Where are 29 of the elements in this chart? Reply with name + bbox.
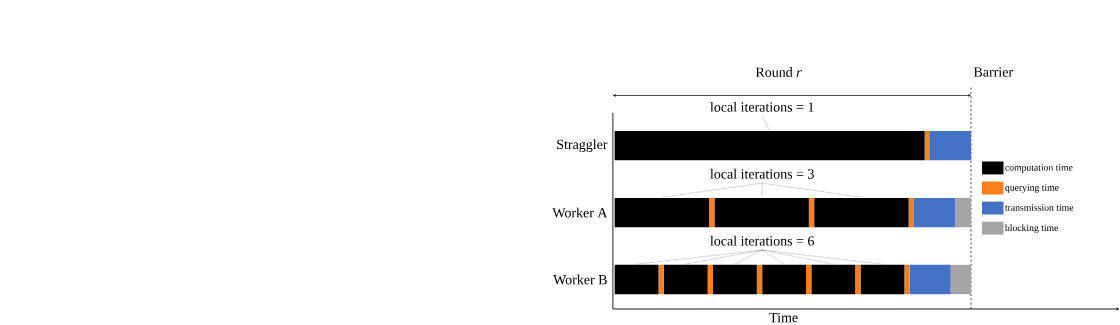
annotation: local iterations = 1 (710, 102, 814, 112)
bar (954, 198, 971, 228)
annotation: local iterations = 6 (710, 235, 815, 246)
bar (808, 198, 815, 228)
y-tick-label: Straggler (557, 139, 608, 153)
bar (714, 198, 809, 228)
legend-label: transmission time (1005, 204, 1074, 211)
bar (908, 198, 914, 228)
bar (930, 131, 971, 161)
legend-label: blocking time (1004, 224, 1059, 234)
legend-label: computation time (1005, 164, 1073, 173)
y-tick-label: Worker A (552, 207, 608, 218)
bar (904, 264, 910, 295)
bar (709, 198, 715, 228)
bar (806, 264, 812, 295)
bar (707, 264, 714, 295)
y-tick-label: Worker B (553, 274, 607, 285)
bar (909, 264, 951, 295)
bar (913, 198, 955, 228)
ref-line-label: Barrier (973, 67, 1013, 77)
bar (950, 264, 971, 295)
text: Round r (755, 67, 802, 78)
bar (658, 264, 664, 295)
bar (756, 264, 763, 295)
legend-label: querying time (1005, 184, 1059, 193)
x-axis-title: Time (769, 313, 798, 323)
annotation: local iterations = 3 (710, 169, 814, 179)
bar (855, 264, 861, 295)
bar (924, 131, 931, 161)
